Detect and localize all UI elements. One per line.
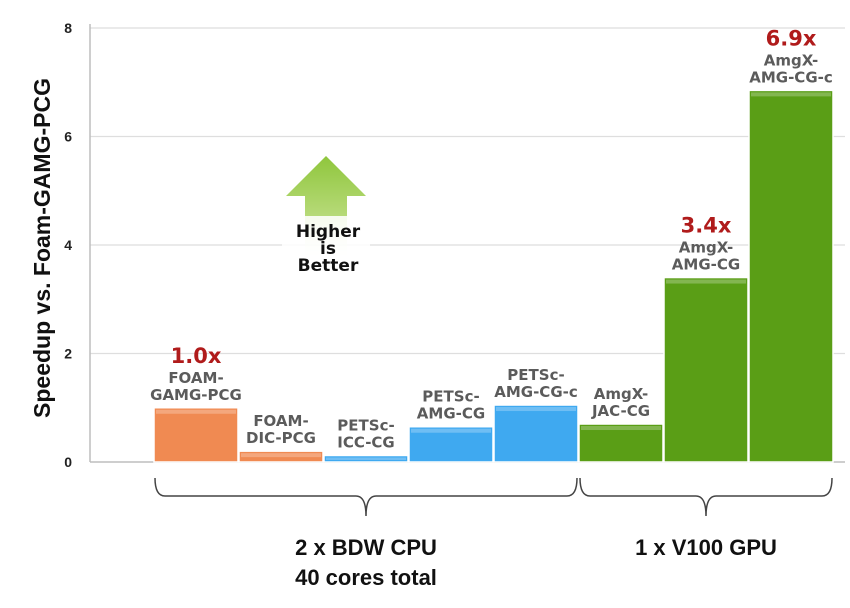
bar-foam-gamg-pcg xyxy=(153,407,239,463)
group-label-cpu: 2 x BDW CPU xyxy=(295,535,437,560)
bar-petsc-amg-cg xyxy=(408,425,494,463)
bar-label: JAC-CG xyxy=(591,402,650,420)
bar-label: AmgX- xyxy=(764,51,819,69)
y-tick-label: 4 xyxy=(64,237,72,253)
bar-label: ICC-CG xyxy=(337,433,395,451)
annotation-backdrop xyxy=(282,216,370,278)
group-label-gpu: 1 x V100 GPU xyxy=(635,535,777,560)
bar-highlight xyxy=(411,428,491,433)
bar-highlight xyxy=(326,457,406,460)
bar-highlight xyxy=(241,453,321,458)
bar-highlight xyxy=(156,409,236,414)
bar-label: PETSc- xyxy=(422,388,479,406)
bar-label: AmgX- xyxy=(679,239,734,257)
bar-highlight xyxy=(496,407,576,412)
bar-label: AMG-CG xyxy=(672,256,740,274)
bars xyxy=(153,89,834,463)
bar-amgx-jac-cg xyxy=(578,423,664,463)
bar-label: PETSc- xyxy=(337,416,394,434)
y-tick-label: 6 xyxy=(64,129,72,145)
bar-label: AmgX- xyxy=(594,385,649,403)
bar-highlight xyxy=(666,279,746,284)
group-bracket-cpu xyxy=(154,477,578,517)
bar-labels: FOAM-GAMG-PCG1.0xFOAM-DIC-PCGPETSc-ICC-C… xyxy=(150,26,833,451)
bar-amgx-amg-cg xyxy=(663,276,749,463)
annotation-text: is xyxy=(320,239,336,259)
bar-label: AMG-CG-c xyxy=(749,68,833,86)
y-tick-label: 8 xyxy=(64,20,72,36)
bar-highlight xyxy=(581,426,661,431)
y-axis: 0 2 4 6 8 xyxy=(64,20,91,470)
bar-label: FOAM- xyxy=(168,369,223,387)
bar-foam-dic-pcg xyxy=(238,450,324,463)
annotation-text: Higher xyxy=(296,222,361,242)
group-bracket-gpu xyxy=(579,477,833,517)
bar-petsc-amg-cg-c xyxy=(493,404,579,463)
bar-label: PETSc- xyxy=(507,366,564,384)
y-tick-label: 0 xyxy=(64,454,72,470)
bar-label: DIC-PCG xyxy=(246,429,316,447)
group-label-cpu: 40 cores total xyxy=(295,565,437,590)
y-axis-label: Speedup vs. Foam-GAMG-PCG xyxy=(29,78,55,418)
speedup-label: 3.4x xyxy=(681,214,732,238)
bar-label: FOAM- xyxy=(253,412,308,430)
speedup-label: 1.0x xyxy=(171,344,222,368)
speedup-label: 6.9x xyxy=(766,26,817,50)
annotation-text: Better xyxy=(298,256,359,276)
bar-label: AMG-CG-c xyxy=(494,383,578,401)
bar-amgx-amg-cg-c xyxy=(748,89,834,463)
bar-label: GAMG-PCG xyxy=(150,386,242,404)
bar-petsc-icc-cg xyxy=(323,454,409,463)
y-tick-label: 2 xyxy=(64,346,72,362)
bar-highlight xyxy=(751,92,831,97)
bar-label: AMG-CG xyxy=(417,405,485,423)
group-brackets: 2 x BDW CPU 40 cores total 1 x V100 GPU xyxy=(154,477,833,590)
